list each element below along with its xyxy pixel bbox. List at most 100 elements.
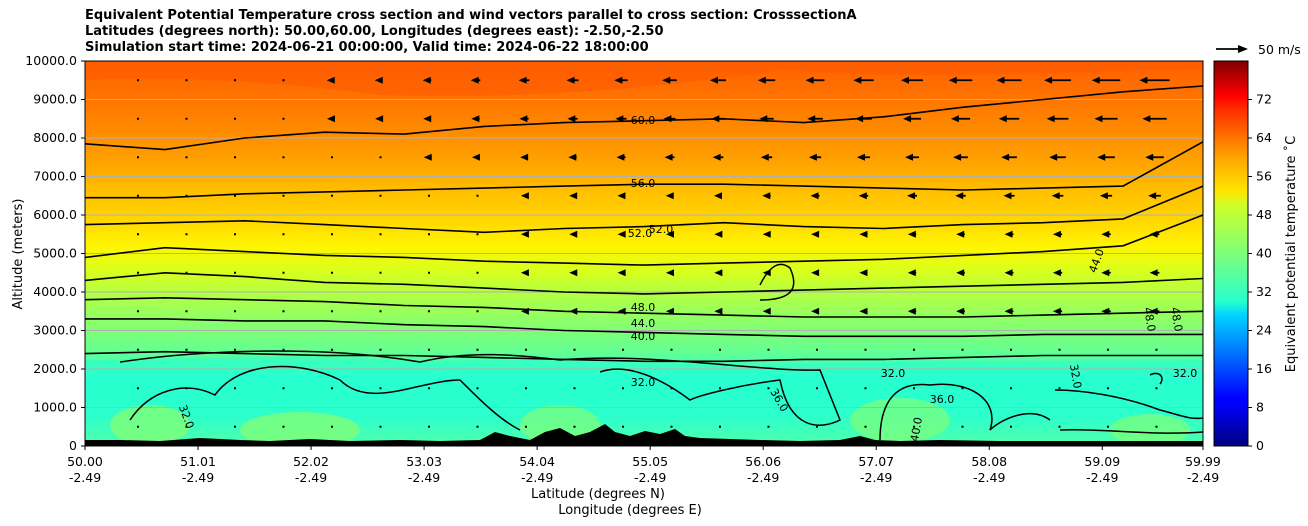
wind-arrowhead <box>1052 230 1061 238</box>
contour-label: 44.0 <box>631 317 656 330</box>
contour-56.0 <box>85 141 1203 199</box>
wind-dot <box>622 348 624 351</box>
wind-arrowhead <box>665 192 674 200</box>
wind-dot <box>476 425 479 428</box>
x-tick-label-lat: 58.08 <box>971 454 1007 469</box>
wind-dot <box>573 348 576 351</box>
wind-arrowhead <box>1149 269 1158 277</box>
wind-arrowhead <box>519 115 528 123</box>
wind-arrowhead <box>858 192 867 200</box>
wind-dot <box>234 310 236 313</box>
wind-dot <box>137 271 139 274</box>
wind-dot <box>234 79 236 82</box>
wind-dot <box>1107 348 1109 351</box>
wind-arrowhead <box>1094 115 1103 123</box>
green-blob-2 <box>240 412 360 446</box>
x-tick-label-lat: 55.05 <box>632 454 668 469</box>
wind-arrowhead <box>326 76 335 84</box>
wind-arrowhead <box>569 192 578 200</box>
x-tick-label-lon: -2.49 <box>69 470 101 485</box>
y-tick-label: 6000.0 <box>33 207 77 222</box>
wind-dot <box>816 348 818 351</box>
wind-arrowhead <box>762 307 771 315</box>
wind-arrowhead <box>956 307 965 315</box>
wind-key: 50 m/s <box>1216 42 1301 57</box>
x-tick-label-lon: -2.49 <box>182 470 214 485</box>
x-tick-label-lon: -2.49 <box>973 470 1005 485</box>
contour-label: 48.0 <box>631 301 656 314</box>
wind-arrowhead <box>1149 230 1158 238</box>
wind-dot <box>234 348 236 351</box>
wind-dot <box>282 310 285 313</box>
wind-arrowhead <box>859 307 868 315</box>
y-tick-label: 5000.0 <box>33 246 77 261</box>
x-tick-label-lat: 51.01 <box>180 454 216 469</box>
wind-dot <box>234 156 236 159</box>
colorbar-tick-label: 48 <box>1256 207 1272 222</box>
wind-arrowhead <box>1052 269 1061 277</box>
contour-44.0 <box>85 296 1203 318</box>
wind-dot <box>1058 348 1061 351</box>
green-blob-4 <box>850 398 950 442</box>
wind-dot <box>767 425 770 428</box>
contour-36-b <box>879 383 1051 441</box>
wind-arrowhead <box>856 153 865 161</box>
x-tick-label-lat: 56.06 <box>745 454 781 469</box>
wind-arrowhead <box>1052 307 1061 315</box>
chart-title-line-3: Simulation start time: 2024-06-21 00:00:… <box>85 40 649 55</box>
wind-arrowhead <box>1051 192 1060 200</box>
wind-dot <box>137 348 139 351</box>
contour-label: 32.0 <box>631 376 656 389</box>
x-tick-label-lon: -2.49 <box>860 470 892 485</box>
wind-dot <box>185 271 188 274</box>
wind-arrowhead <box>520 269 529 277</box>
y-tick-label: 0 <box>69 438 77 453</box>
wind-arrowhead <box>711 115 720 123</box>
wind-arrowhead <box>762 230 771 238</box>
wind-vectors <box>137 76 1170 428</box>
colorbar-tick-label: 16 <box>1256 361 1272 376</box>
wind-arrowhead <box>956 230 965 238</box>
wind-arrowhead <box>1004 307 1013 315</box>
wind-arrowhead <box>1149 307 1158 315</box>
wind-dot <box>331 387 333 390</box>
wind-arrowhead <box>374 76 383 84</box>
wind-key-label: 50 m/s <box>1258 42 1301 57</box>
x-axis-label-2: Longitude (degrees E) <box>558 503 702 518</box>
contour-label: 48.0 <box>1141 306 1158 332</box>
wind-dot <box>234 425 236 428</box>
x-tick-label-lat: 52.02 <box>293 454 329 469</box>
chart-title-line-2: Latitudes (degrees north): 50.00,60.00, … <box>85 24 664 39</box>
contour-label: 32.0 <box>1173 367 1198 380</box>
wind-arrowhead <box>666 269 674 277</box>
wind-arrowhead <box>617 269 626 277</box>
wind-dot <box>476 194 479 197</box>
wind-dot <box>476 387 479 390</box>
wind-arrowhead <box>811 269 820 277</box>
wind-dot <box>234 387 236 390</box>
wind-arrowhead <box>471 153 480 161</box>
wind-dot <box>767 348 770 351</box>
contour-32-a <box>119 350 841 426</box>
wind-dot <box>1107 387 1109 390</box>
contour-60.0 <box>85 85 1203 151</box>
x-tick-label-lon: -2.49 <box>1187 470 1219 485</box>
contour-52.0 <box>85 185 1203 234</box>
wind-dot <box>137 425 139 428</box>
x-tick-label-lon: -2.49 <box>1086 470 1118 485</box>
wind-arrowhead <box>907 307 916 315</box>
wind-arrowhead <box>907 230 916 238</box>
wind-dot <box>428 425 430 428</box>
wind-arrowhead <box>1044 76 1053 84</box>
wind-arrowhead <box>423 115 432 123</box>
wind-arrowhead <box>520 192 529 200</box>
contour-label: 60.0 <box>631 114 656 127</box>
grid <box>85 99 1203 408</box>
wind-arrowhead <box>1142 115 1151 123</box>
wind-arrowhead <box>520 230 529 238</box>
x-axis-label: Latitude (degrees N) <box>531 487 665 502</box>
wind-arrowhead <box>470 76 479 84</box>
wind-dot <box>379 194 382 197</box>
wind-arrowhead <box>714 269 723 277</box>
y-axis: 0 1000.0 2000.0 3000.0 4000.0 5000.0 6000.0 700… <box>25 53 85 453</box>
